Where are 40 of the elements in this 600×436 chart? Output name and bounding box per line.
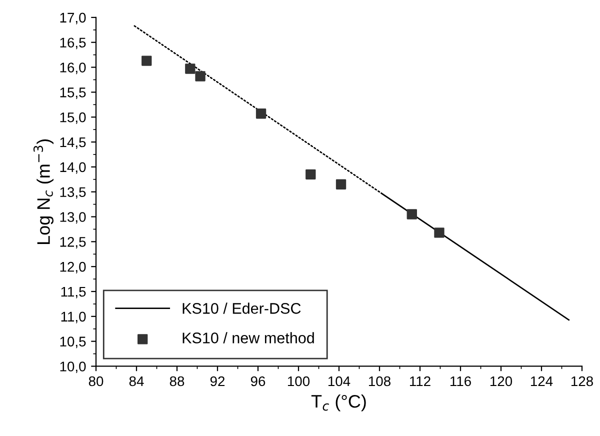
point xyxy=(185,64,196,74)
x-tick-label: 108 xyxy=(368,376,390,386)
point xyxy=(336,179,346,190)
point xyxy=(406,209,417,220)
legend-label: KS10 / Eder-DSC xyxy=(182,302,301,314)
y-tick-label: 15,0 xyxy=(60,112,86,124)
x-tick-label: 88 xyxy=(170,376,184,386)
x-tick-label: 124 xyxy=(530,376,553,386)
point xyxy=(195,71,206,82)
point xyxy=(434,228,444,238)
x-tick-label: 80 xyxy=(88,376,104,386)
y-tick-label: 13,0 xyxy=(60,212,86,224)
y-axis-title: Log N$_{c}$ (m$^{−3}$) xyxy=(33,139,54,244)
x-tick-label: 100 xyxy=(288,376,310,386)
y-tick-label: 10,0 xyxy=(60,362,86,374)
point xyxy=(142,56,152,66)
y-tick-label: 11,0 xyxy=(61,312,86,324)
x-tick-label: 84 xyxy=(129,376,144,386)
x-tick-label: 92 xyxy=(210,376,225,386)
y-tick-label: 11,5 xyxy=(61,286,86,298)
point xyxy=(306,169,316,180)
y-tick-label: 16,0 xyxy=(60,62,86,74)
x-tick-label: 112 xyxy=(410,376,430,386)
y-tick-label: 17,0 xyxy=(60,12,86,24)
x-tick-label: 116 xyxy=(450,376,471,386)
x-tick-label: 96 xyxy=(250,376,266,386)
y-tick-label: 10,5 xyxy=(60,336,86,348)
point xyxy=(256,108,266,119)
y-tick-label: 12,5 xyxy=(60,237,86,248)
x-axis-title: T$_{c}$ (°C) xyxy=(311,394,366,412)
y-tick-label: 14,0 xyxy=(60,162,86,174)
x-tick-label: 128 xyxy=(571,376,593,386)
y-tick-label: 16,5 xyxy=(60,38,86,50)
y-tick-label: 12,0 xyxy=(60,262,86,274)
y-tick-label: 14,5 xyxy=(60,137,86,149)
y-tick-label: 15,5 xyxy=(60,88,86,99)
x-tick-label: 104 xyxy=(328,376,350,386)
legend-label: KS10 / new method xyxy=(182,332,314,344)
y-tick-label: 13,5 xyxy=(60,187,86,199)
x-tick-label: 120 xyxy=(490,376,512,386)
